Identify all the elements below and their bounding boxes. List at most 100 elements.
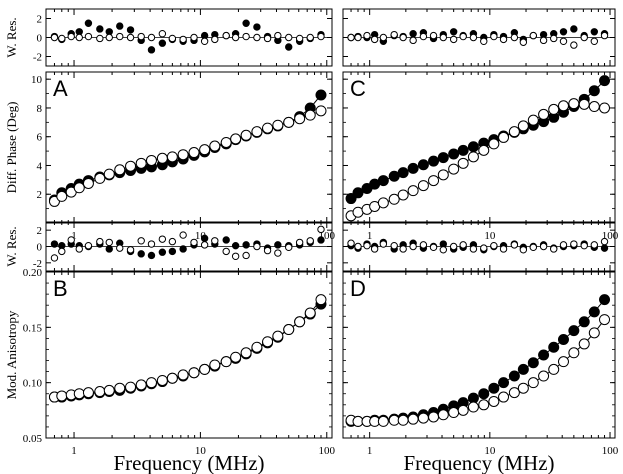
data-point-open	[459, 241, 467, 249]
data-point-open	[166, 372, 178, 384]
data-point-open	[103, 384, 115, 396]
x-tick-label: 1	[71, 445, 77, 457]
data-point-open	[294, 316, 306, 328]
data-point-open	[230, 133, 242, 145]
data-point-filled	[527, 357, 539, 369]
series-open	[347, 237, 609, 254]
data-point-open	[510, 33, 519, 42]
plot-frame	[45, 71, 333, 224]
fit-line	[54, 94, 322, 201]
data-point-open	[347, 33, 355, 42]
fit-line	[54, 299, 322, 398]
data-point-filled	[253, 23, 261, 31]
data-point-filled	[377, 175, 389, 187]
data-point-open	[315, 294, 327, 306]
data-point-open	[126, 33, 135, 42]
data-point-open	[188, 367, 200, 379]
data-point-open	[559, 241, 568, 249]
data-point-open	[379, 240, 388, 248]
data-point-open	[103, 168, 115, 180]
data-point-open	[200, 37, 209, 45]
data-point-open	[397, 414, 409, 426]
data-point-open	[354, 33, 362, 42]
x-tick-label: 1	[71, 230, 77, 242]
data-point-filled	[345, 193, 357, 205]
data-point-open	[557, 356, 569, 368]
data-point-open	[304, 307, 316, 319]
data-point-open	[156, 152, 168, 164]
y-tick-label: 0.15	[23, 322, 43, 334]
x-tick-label: 10	[484, 230, 496, 242]
data-point-filled	[274, 241, 282, 249]
data-point-open	[550, 34, 558, 43]
data-point-open	[559, 37, 568, 45]
data-point-filled	[409, 30, 417, 38]
data-point-open	[590, 37, 599, 45]
series-open	[50, 225, 325, 262]
data-point-open	[295, 34, 304, 43]
series-filled	[50, 234, 325, 260]
data-point-open	[158, 235, 167, 243]
data-point-open	[231, 252, 240, 260]
data-point-filled	[588, 85, 600, 97]
data-point-filled	[599, 75, 611, 87]
x-axis-title: Frequency (MHz)	[113, 451, 264, 474]
y-tick-label: 2	[37, 225, 43, 237]
data-point-open	[429, 31, 438, 40]
data-point-open	[448, 163, 460, 175]
data-point-open	[251, 126, 263, 138]
data-point-open	[488, 395, 500, 407]
data-point-filled	[448, 148, 460, 160]
data-point-open	[75, 33, 83, 42]
data-point-open	[399, 33, 407, 42]
data-point-open	[599, 314, 611, 326]
data-point-open	[409, 242, 417, 251]
data-point-open	[448, 407, 460, 419]
data-point-filled	[508, 370, 520, 382]
data-point-open	[600, 31, 609, 40]
data-point-open	[188, 147, 200, 159]
data-point-filled	[96, 25, 104, 33]
data-point-open	[114, 382, 126, 394]
plot-frame	[342, 71, 616, 224]
data-point-open	[262, 336, 274, 348]
data-point-filled	[315, 89, 327, 101]
data-point-open	[439, 33, 448, 42]
data-point-open	[211, 35, 219, 44]
data-point-open	[274, 249, 282, 257]
data-point-open	[428, 175, 440, 187]
data-point-open	[242, 251, 250, 260]
x-tick-label: 10	[484, 445, 496, 457]
data-point-open	[222, 247, 230, 256]
y-tick-label: 4	[37, 160, 43, 172]
data-point-open	[116, 244, 124, 252]
series-open	[50, 30, 325, 45]
data-point-filled	[590, 28, 599, 36]
data-point-open	[105, 238, 113, 247]
y-tick-label: -2	[33, 52, 42, 64]
data-point-filled	[437, 152, 449, 164]
data-point-filled	[488, 382, 500, 394]
data-point-filled	[105, 245, 113, 253]
data-point-open	[499, 35, 508, 44]
data-point-filled	[285, 43, 293, 51]
data-point-open	[222, 31, 230, 40]
data-point-open	[137, 237, 145, 245]
y-tick-label: 6	[37, 132, 43, 144]
data-point-open	[105, 33, 113, 42]
data-point-open	[508, 126, 520, 138]
data-point-open	[147, 33, 156, 42]
data-point-open	[209, 359, 221, 371]
data-point-open	[179, 35, 187, 44]
data-point-open	[397, 189, 409, 201]
data-point-open	[96, 34, 104, 43]
data-point-filled	[84, 19, 93, 27]
data-point-open	[199, 363, 211, 375]
data-point-filled	[478, 388, 490, 400]
data-point-open	[599, 102, 611, 114]
data-point-open	[84, 241, 93, 250]
data-point-open	[417, 180, 429, 192]
y-tick-label: 0.05	[23, 433, 43, 445]
data-point-open	[347, 239, 355, 247]
data-point-open	[145, 154, 157, 166]
